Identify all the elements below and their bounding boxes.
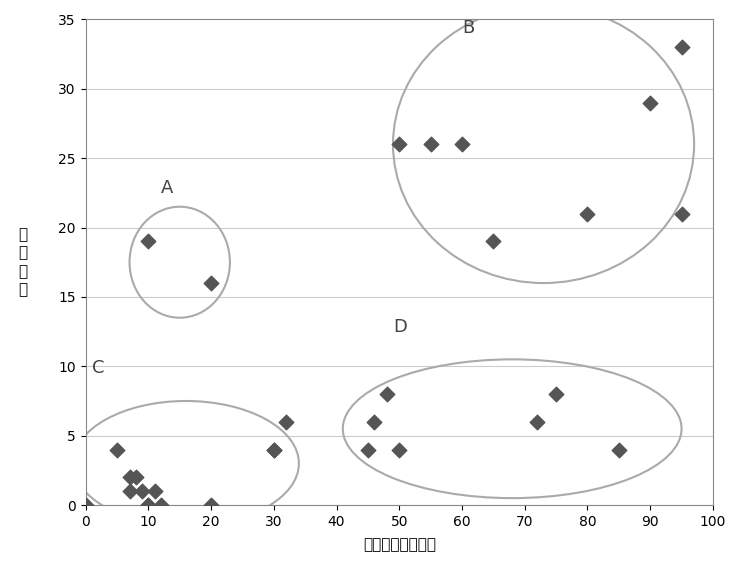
Point [205,500,217,509]
Point [142,237,154,246]
Point [582,209,593,218]
Point [394,140,406,149]
Point [676,42,687,52]
Point [613,445,625,454]
Point [394,445,406,454]
Point [676,209,687,218]
Point [130,473,142,482]
Point [381,389,393,398]
Point [369,417,380,426]
Point [155,500,166,509]
Point [488,237,500,246]
Point [149,487,161,496]
Point [531,417,543,426]
Point [268,445,280,454]
Point [205,278,217,288]
Text: 就
労
者
数: 就 労 者 数 [18,227,27,298]
X-axis label: 就労移行支援定員: 就労移行支援定員 [363,537,436,552]
Point [142,500,154,509]
Point [136,487,148,496]
Point [550,389,562,398]
Point [645,98,656,107]
Point [124,487,135,496]
Text: B: B [462,19,474,37]
Point [124,473,135,482]
Point [456,140,468,149]
Point [268,445,280,454]
Point [362,445,374,454]
Point [280,417,292,426]
Text: D: D [393,318,407,336]
Point [425,140,437,149]
Point [80,500,92,509]
Point [111,445,123,454]
Text: A: A [161,179,173,197]
Text: C: C [92,359,104,377]
Point [142,500,154,509]
